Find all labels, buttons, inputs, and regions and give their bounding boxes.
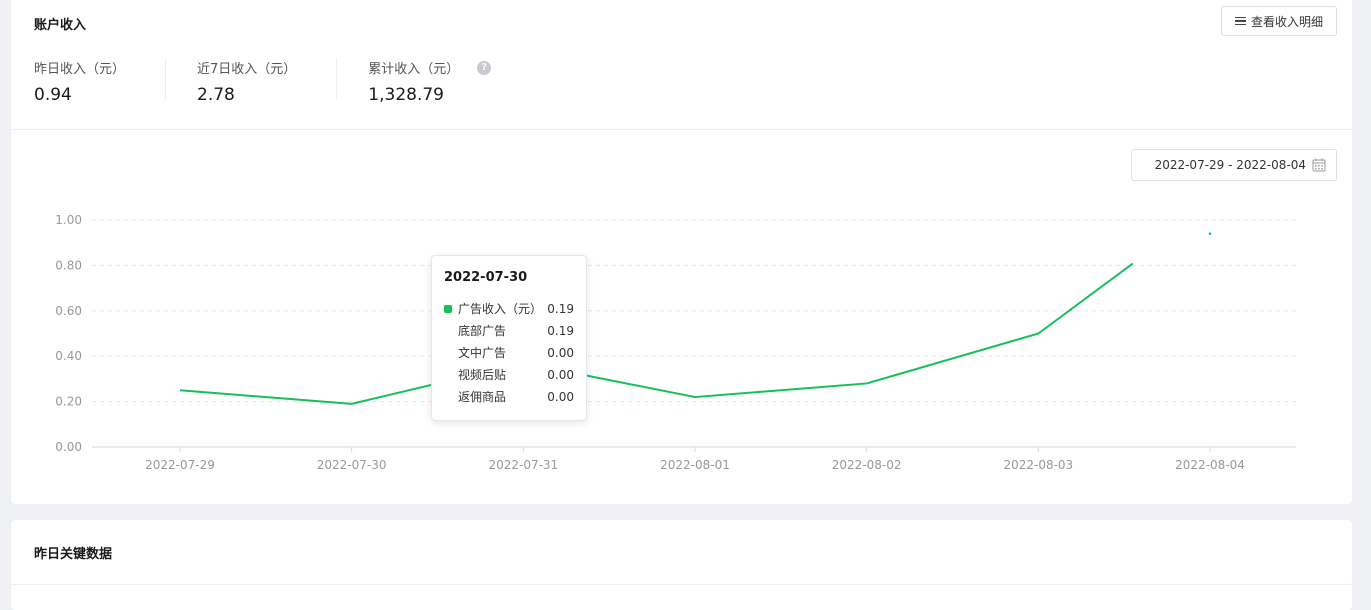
date-range-picker[interactable]: 2022-07-29 - 2022-08-04 [1131, 149, 1337, 181]
income-card-title: 账户收入 [34, 18, 87, 33]
y-tick-label: 0.40 [55, 349, 82, 363]
stat-label: 累计收入（元） [368, 62, 460, 77]
series-marker [444, 305, 452, 313]
x-tick-label: 2022-08-04 [1175, 458, 1245, 472]
tooltip-row: 广告收入（元） 0.19 [444, 298, 574, 320]
tooltip-row-name: 文中广告 [458, 346, 507, 360]
series-line [179, 262, 1134, 405]
section-divider [11, 129, 1352, 130]
x-tick-label: 2022-07-30 [317, 458, 387, 472]
tooltip-row: 视频后贴 0.00 [444, 364, 574, 386]
list-icon [1234, 16, 1246, 26]
stat-label-row: 累计收入（元） ? [368, 58, 492, 77]
x-tick-label: 2022-07-29 [145, 458, 215, 472]
tooltip-row-value: 0.00 [547, 390, 574, 404]
stat-value: 2.78 [197, 85, 235, 105]
y-tick-label: 0.20 [55, 395, 82, 409]
tooltip-row-name: 返佣商品 [458, 390, 507, 404]
stat-yesterday: 昨日收入（元） 0.94 [34, 58, 167, 105]
view-income-detail-button[interactable]: 查看收入明细 [1221, 6, 1337, 36]
chart-tooltip: 2022-07-30 广告收入（元） 0.19 底部广告 0.19 文中广告 0… [431, 255, 587, 421]
tooltip-row-name: 广告收入（元） [458, 302, 543, 316]
stat-label: 昨日收入（元） [34, 62, 126, 77]
tooltip-row: 返佣商品 0.00 [444, 386, 574, 408]
calendar-icon [1312, 158, 1326, 172]
tooltip-row-value: 0.00 [547, 368, 574, 382]
tooltip-date: 2022-07-30 [444, 270, 528, 285]
x-tick-label: 2022-08-02 [832, 458, 902, 472]
section-divider [11, 584, 1352, 585]
tooltip-row-name: 底部广告 [458, 324, 507, 338]
y-tick-label: 1.00 [55, 213, 82, 227]
tooltip-row: 底部广告 0.19 [444, 320, 574, 342]
yesterday-key-data-card: 昨日关键数据 [11, 520, 1352, 610]
stat-value: 1,328.79 [368, 85, 444, 105]
tooltip-row-value: 0.00 [547, 346, 574, 360]
data-point [1208, 232, 1212, 235]
help-icon[interactable]: ? [477, 60, 492, 75]
account-income-card: 账户收入 查看收入明细 昨日收入（元） 0.94 近7日收入（元） 2.78 累… [11, 0, 1352, 504]
income-stats: 昨日收入（元） 0.94 近7日收入（元） 2.78 累计收入（元） ? 1,3… [34, 58, 562, 105]
x-tick-label: 2022-08-01 [660, 458, 730, 472]
income-line-chart: 0.00 0.20 0.40 0.60 0.80 1.00 2022-07-29 2022-0… [55, 213, 1296, 472]
view-income-detail-label: 查看收入明细 [1250, 14, 1323, 29]
stat-value: 0.94 [34, 85, 72, 105]
x-tick-label: 2022-08-03 [1003, 458, 1073, 472]
y-tick-label: 0.80 [55, 258, 82, 272]
tooltip-row-value: 0.19 [547, 302, 574, 316]
stat-last-7-days: 近7日收入（元） 2.78 [197, 58, 338, 105]
tooltip-row-name: 视频后贴 [458, 368, 507, 382]
y-tick-label: 0.00 [55, 440, 82, 454]
stat-label: 近7日收入（元） [197, 62, 297, 77]
tooltip-row: 文中广告 0.00 [444, 342, 574, 364]
key-card-title: 昨日关键数据 [34, 547, 113, 562]
stat-cumulative: 累计收入（元） ? 1,328.79 [368, 58, 531, 105]
tooltip-row-value: 0.19 [547, 324, 574, 338]
x-tick-label: 2022-07-31 [488, 458, 558, 472]
y-tick-label: 0.60 [55, 304, 82, 318]
date-range-value: 2022-07-29 - 2022-08-04 [1154, 158, 1306, 172]
